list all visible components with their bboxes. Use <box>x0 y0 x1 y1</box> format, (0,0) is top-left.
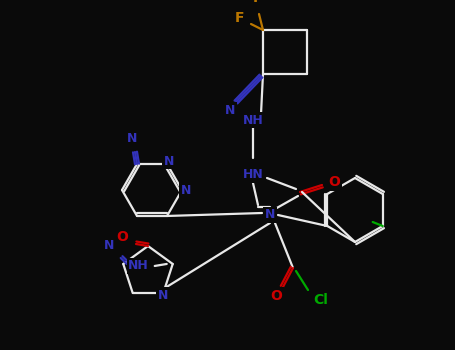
Text: N: N <box>104 239 114 252</box>
Text: NH: NH <box>243 113 263 126</box>
Text: NH: NH <box>128 259 149 272</box>
Text: O: O <box>328 175 340 189</box>
Text: N: N <box>225 104 235 117</box>
Text: HN: HN <box>243 168 263 182</box>
Text: F: F <box>252 0 262 5</box>
Text: F: F <box>234 11 244 25</box>
Text: N: N <box>164 154 174 168</box>
Text: Cl: Cl <box>313 293 329 307</box>
Text: N: N <box>265 209 275 222</box>
Text: N: N <box>127 132 137 145</box>
Text: O: O <box>116 230 128 244</box>
Text: O: O <box>270 289 282 303</box>
Text: N: N <box>158 288 168 302</box>
Text: N: N <box>181 183 191 196</box>
